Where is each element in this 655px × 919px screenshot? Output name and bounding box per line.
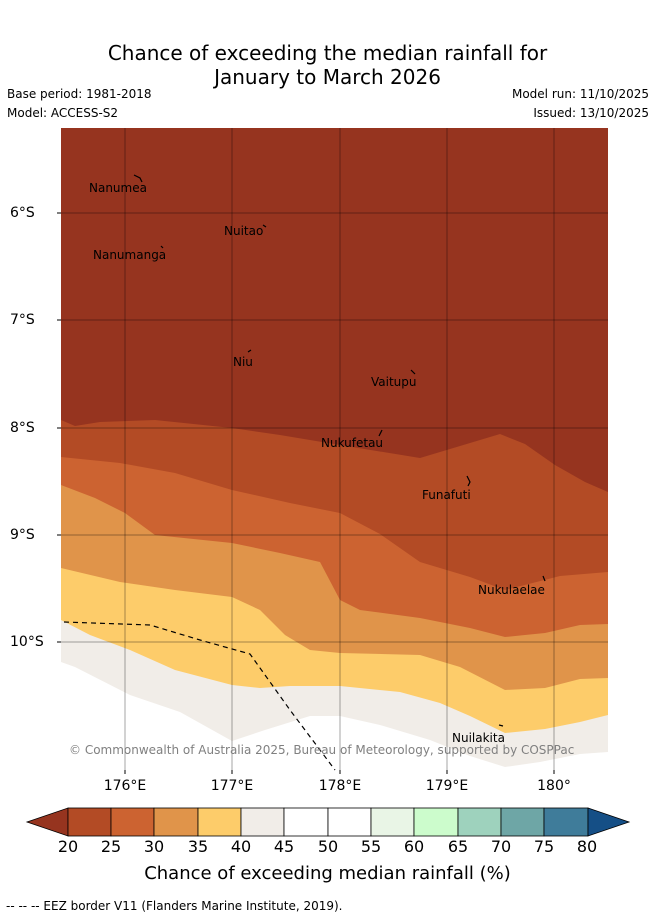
lon-label-176e: 176°E (103, 778, 147, 794)
graticule (61, 128, 608, 770)
lon-label-178e: 178°E (318, 778, 362, 794)
colorbar-tick: 40 (230, 837, 252, 856)
place-label: Nuitao (224, 224, 264, 238)
colorbar-tick: 70 (490, 837, 512, 856)
colorbar-tick: 45 (273, 837, 295, 856)
place-label: Nuilakita (452, 731, 505, 745)
lat-label-10s: 10°S (10, 634, 44, 650)
place-label: Funafuti (422, 488, 471, 502)
colorbar (25, 807, 631, 837)
place-label: Nukulaelae (478, 583, 545, 597)
eez-border (63, 621, 336, 771)
colorbar-tick: 80 (576, 837, 598, 856)
colorbar-tick: 30 (143, 837, 165, 856)
place-label: Nanumanga (93, 248, 167, 262)
lat-label-6s: 6°S (10, 205, 35, 221)
eez-note: -- -- -- EEZ border V11 (Flanders Marine… (6, 899, 343, 913)
lon-label-179e: 179°E (425, 778, 469, 794)
copyright-notice: © Commonwealth of Australia 2025, Bureau… (69, 743, 575, 757)
base-period: Base period: 1981-2018 (7, 87, 152, 101)
colorbar-tick: 55 (360, 837, 382, 856)
place-label: Vaitupu (371, 375, 417, 389)
lon-label-180: 180° (537, 778, 571, 794)
colorbar-tick: 50 (317, 837, 339, 856)
place-label: Nanumea (89, 181, 147, 195)
model-run: Model run: 11/10/2025 (511, 87, 649, 101)
colorbar-tick: 25 (100, 837, 122, 856)
colorbar-tick: 65 (447, 837, 469, 856)
lat-label-9s: 9°S (10, 527, 35, 543)
colorbar-tick: 35 (187, 837, 209, 856)
issued-date: Issued: 13/10/2025 (533, 106, 649, 120)
colorbar-label: Chance of exceeding median rainfall (%) (144, 863, 511, 884)
colorbar-tick: 60 (403, 837, 425, 856)
colorbar-tick: 75 (533, 837, 555, 856)
colorbar-extend-low (25, 807, 69, 837)
place-label: Nukufetau (321, 436, 384, 450)
colorbar-extend-high (587, 807, 631, 837)
islands (133, 174, 546, 727)
lat-label-7s: 7°S (10, 312, 35, 328)
lon-label-177e: 177°E (210, 778, 254, 794)
map-title-line1: Chance of exceeding the median rainfall … (107, 41, 548, 65)
band-50-55 (61, 662, 608, 770)
model-name: Model: ACCESS-S2 (7, 106, 119, 120)
band-55-60 (61, 730, 120, 770)
colorbar-tick: 20 (57, 837, 79, 856)
lat-label-8s: 8°S (10, 420, 35, 436)
place-label: Niu (233, 355, 253, 369)
map-title-line2: January to March 2026 (214, 65, 441, 89)
